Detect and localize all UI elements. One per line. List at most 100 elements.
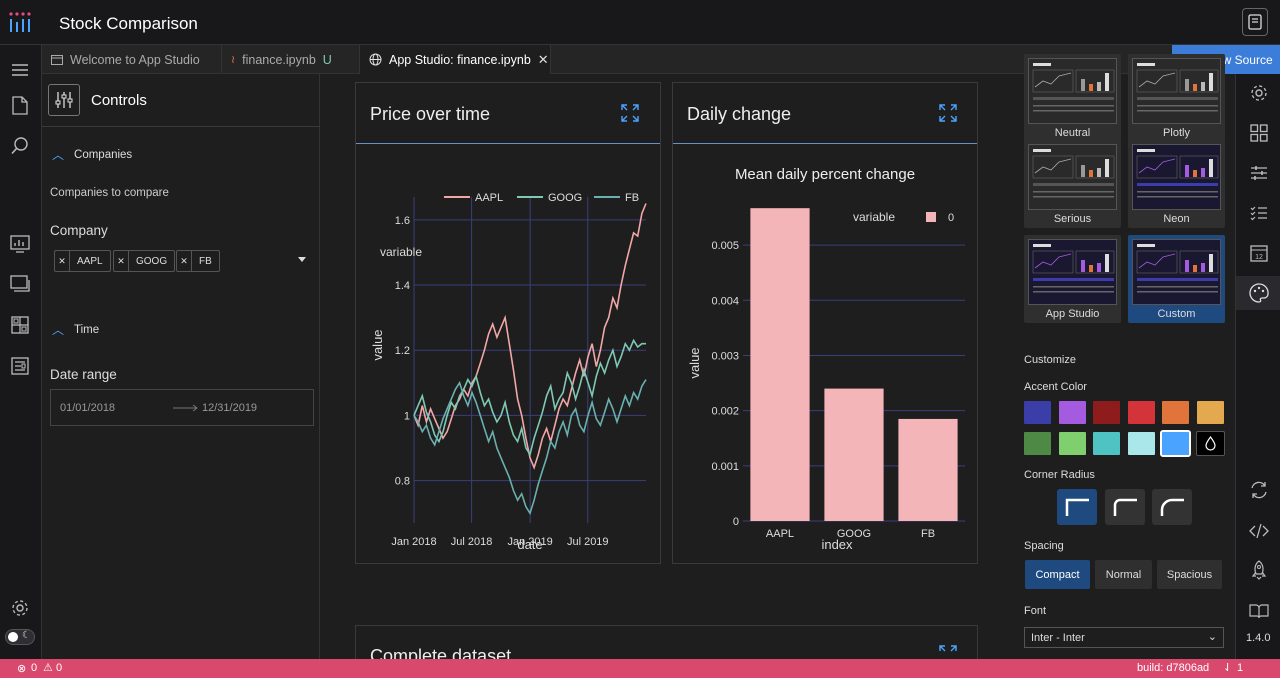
theme-panel: Neutral Plotly Serious Neon App Studio Custom… (1020, 54, 1235, 659)
spacing-normal-button[interactable]: Normal (1095, 560, 1152, 589)
svg-text:12: 12 (1255, 254, 1263, 261)
bar-fb (898, 418, 958, 521)
build-label: build: d7806ad (1137, 662, 1210, 674)
code-icon[interactable] (1248, 520, 1270, 542)
accent-swatch-6[interactable] (1196, 401, 1224, 424)
report-icon[interactable] (9, 355, 31, 377)
corner-square-icon (1065, 498, 1089, 516)
date-range-label: Date range (50, 367, 117, 382)
y-tick-label: 1.2 (395, 345, 410, 357)
theme-card-neutral[interactable]: Neutral (1024, 54, 1121, 142)
accent-swatch-4[interactable] (1127, 401, 1155, 424)
series-line-fb (413, 379, 647, 516)
grid-layout-icon[interactable] (9, 314, 31, 336)
accent-swatch-7[interactable] (1024, 432, 1051, 455)
error-icon[interactable]: ⊗ (17, 663, 27, 675)
globe-icon (369, 53, 382, 66)
companies-hint: Companies to compare (50, 187, 169, 199)
color-picker-drop-icon (1204, 435, 1216, 451)
theme-card-app-studio[interactable]: App Studio (1024, 235, 1121, 323)
controls-header: Controls (42, 74, 320, 127)
settings-gear-icon[interactable] (9, 597, 31, 619)
dashboard-icon[interactable] (9, 233, 31, 255)
palette-icon[interactable] (1236, 276, 1280, 310)
sliders-icon (48, 84, 80, 116)
warning-icon[interactable]: ⚠ (43, 662, 53, 674)
x-tick-label: Jul 2018 (451, 536, 493, 548)
legend-entry: GOOG (548, 192, 582, 204)
remove-chip-icon[interactable]: ✕ (177, 251, 192, 271)
notebook-button[interactable] (1242, 8, 1268, 36)
time-section-toggle[interactable]: ︿ Time (52, 321, 99, 338)
unsaved-badge: U (322, 52, 332, 67)
tab-app-studio[interactable]: App Studio: finance.ipynb ✕ (360, 45, 551, 74)
spacing-compact-button[interactable]: Compact (1025, 560, 1090, 589)
app-logo-icon (9, 12, 31, 32)
expand-icon[interactable] (939, 104, 957, 122)
tab-finance-notebook[interactable]: ≀ finance.ipynb U (222, 45, 360, 74)
slides-icon[interactable] (9, 273, 31, 295)
accent-swatch-12[interactable] (1195, 431, 1225, 456)
expand-icon[interactable] (939, 645, 957, 663)
settings-gear-icon[interactable] (1248, 82, 1270, 104)
tab-welcome[interactable]: Welcome to App Studio (42, 45, 222, 74)
accent-swatch-8[interactable] (1058, 432, 1086, 455)
company-label: Company (50, 223, 108, 238)
accent-swatch-2[interactable] (1058, 401, 1086, 424)
search-icon[interactable] (9, 135, 31, 157)
error-count: 0 (31, 662, 38, 674)
accent-swatch-5[interactable] (1162, 401, 1189, 424)
theme-card-serious[interactable]: Serious (1024, 140, 1121, 228)
refresh-icon[interactable] (1248, 479, 1270, 501)
accent-swatch-10[interactable] (1127, 432, 1155, 455)
y-tick-label: 0.004 (711, 295, 739, 307)
docs-book-icon[interactable] (1248, 600, 1270, 622)
company-chip-fb: ✕ FB (176, 250, 220, 272)
font-select[interactable]: Inter - Inter ⌄ (1024, 627, 1224, 648)
rocket-icon[interactable] (1248, 559, 1270, 581)
version-label: 1.4.0 (1246, 632, 1271, 644)
y-axis-label: value (370, 329, 385, 360)
notebook-file-icon: ≀ (231, 54, 236, 66)
chevron-down-icon[interactable] (298, 257, 306, 262)
theme-card-plotly[interactable]: Plotly (1128, 54, 1225, 142)
widgets-grid-icon[interactable] (1248, 122, 1270, 144)
menu-icon[interactable] (9, 59, 31, 81)
font-select-value: Inter - Inter (1031, 631, 1085, 644)
theme-toggle[interactable]: ☾ (5, 629, 35, 645)
customize-label: Customize (1024, 354, 1076, 366)
date-range-picker[interactable]: 01/01/2018 12/31/2019 (50, 389, 314, 426)
accent-swatch-3[interactable] (1093, 401, 1120, 424)
remove-chip-icon[interactable]: ✕ (55, 251, 70, 271)
accent-swatch-11[interactable] (1160, 430, 1191, 457)
legend-title: variable (380, 245, 422, 259)
x-tick-label: Jan 2018 (391, 536, 436, 548)
accent-swatch-9[interactable] (1093, 432, 1120, 455)
radius-none-button[interactable] (1057, 489, 1097, 525)
companies-section-toggle[interactable]: ︿ Companies (52, 146, 132, 163)
spacing-spacious-button[interactable]: Spacious (1157, 560, 1222, 589)
date-end-input[interactable]: 12/31/2019 (202, 402, 258, 414)
checklist-icon[interactable] (1248, 202, 1270, 224)
sliders-icon[interactable] (1248, 162, 1270, 184)
date-start-input[interactable]: 01/01/2018 (60, 402, 116, 414)
explorer-icon[interactable] (9, 94, 31, 116)
radius-small-button[interactable] (1105, 489, 1145, 525)
theme-card-custom[interactable]: Custom (1128, 235, 1225, 323)
notification-count: 1 (1237, 662, 1244, 674)
remove-chip-icon[interactable]: ✕ (114, 251, 129, 271)
y-tick-label: 1.6 (395, 215, 410, 227)
theme-card-neon[interactable]: Neon (1128, 140, 1225, 228)
calendar-icon[interactable]: 12 (1248, 242, 1270, 264)
x-axis-label: index (821, 537, 853, 552)
status-bar: ⊗ 0 ⚠ 0 build: d7806ad ⇃ 1 (0, 659, 1280, 678)
accent-swatch-1[interactable] (1024, 401, 1051, 424)
x-tick-label: GOOG (837, 528, 871, 540)
close-icon[interactable]: ✕ (537, 51, 549, 67)
accent-color-label: Accent Color (1024, 381, 1087, 393)
notification-icon[interactable]: ⇃ (1223, 662, 1233, 674)
radius-large-button[interactable] (1152, 489, 1192, 525)
expand-icon[interactable] (621, 104, 639, 122)
y-tick-label: 0.002 (711, 406, 739, 418)
x-tick-label: FB (921, 528, 935, 540)
